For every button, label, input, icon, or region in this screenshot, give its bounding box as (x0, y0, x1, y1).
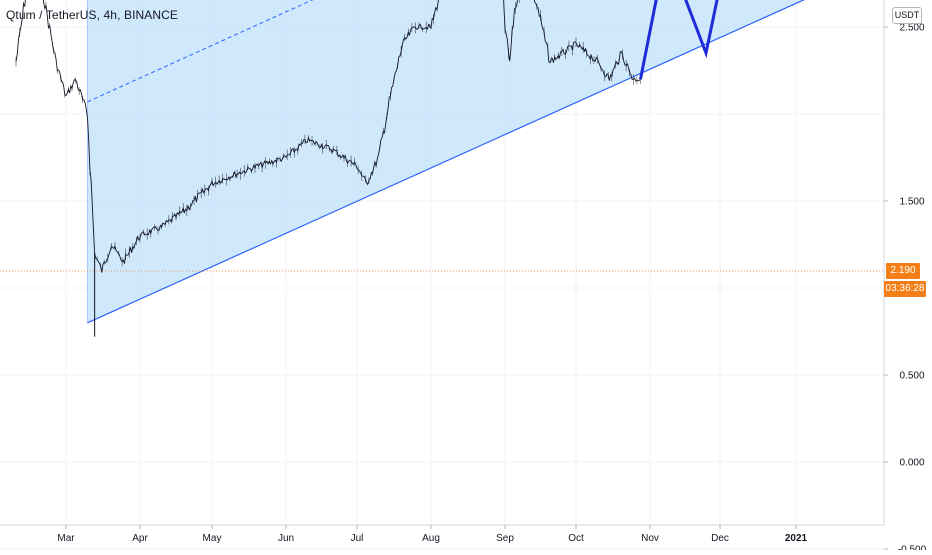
interval-label: 4h (103, 8, 118, 22)
countdown-badge: 03:36:28 (884, 281, 926, 297)
price-tick-label: 0.000 (899, 458, 924, 469)
time-tick-label: Nov (641, 533, 659, 544)
channel-lower-line (87, 0, 805, 324)
time-tick-label: Oct (568, 533, 584, 544)
time-tick-label: 2021 (785, 533, 808, 544)
time-tick-label: Jun (278, 533, 294, 544)
regression-channel[interactable] (87, 0, 828, 324)
symbol-name: Qtum / TetherUS (6, 8, 97, 22)
currency-button[interactable]: USDT (892, 7, 922, 24)
time-tick-label: Jul (351, 533, 364, 544)
time-tick-label: Dec (711, 533, 729, 544)
price-tick-label: 2.500 (899, 23, 924, 34)
current-price-badge: 2.190 (886, 263, 920, 279)
channel-middle-line (87, 0, 314, 103)
time-tick-label: Sep (496, 533, 514, 544)
time-tick-label: Mar (57, 533, 75, 544)
time-tick-label: Aug (422, 533, 440, 544)
time-tick-label: Apr (132, 533, 148, 544)
price-tick-label: 0.500 (899, 371, 924, 382)
exchange-label: BINANCE (123, 8, 179, 22)
title-separator: , (96, 8, 104, 22)
symbol-title[interactable]: Qtum / TetherUS, 4h, BINANCE (6, 8, 178, 22)
price-line (15, 0, 641, 273)
price-tick-label: 1.500 (899, 197, 924, 208)
title-separator: , (117, 8, 124, 22)
price-series (15, 0, 641, 337)
time-axis[interactable]: Mar Apr May Jun Jul Aug Sep Oct Nov Dec 2021 (57, 525, 808, 544)
price-tick-label: -0.500 (898, 545, 927, 551)
time-tick-label: May (203, 533, 222, 544)
